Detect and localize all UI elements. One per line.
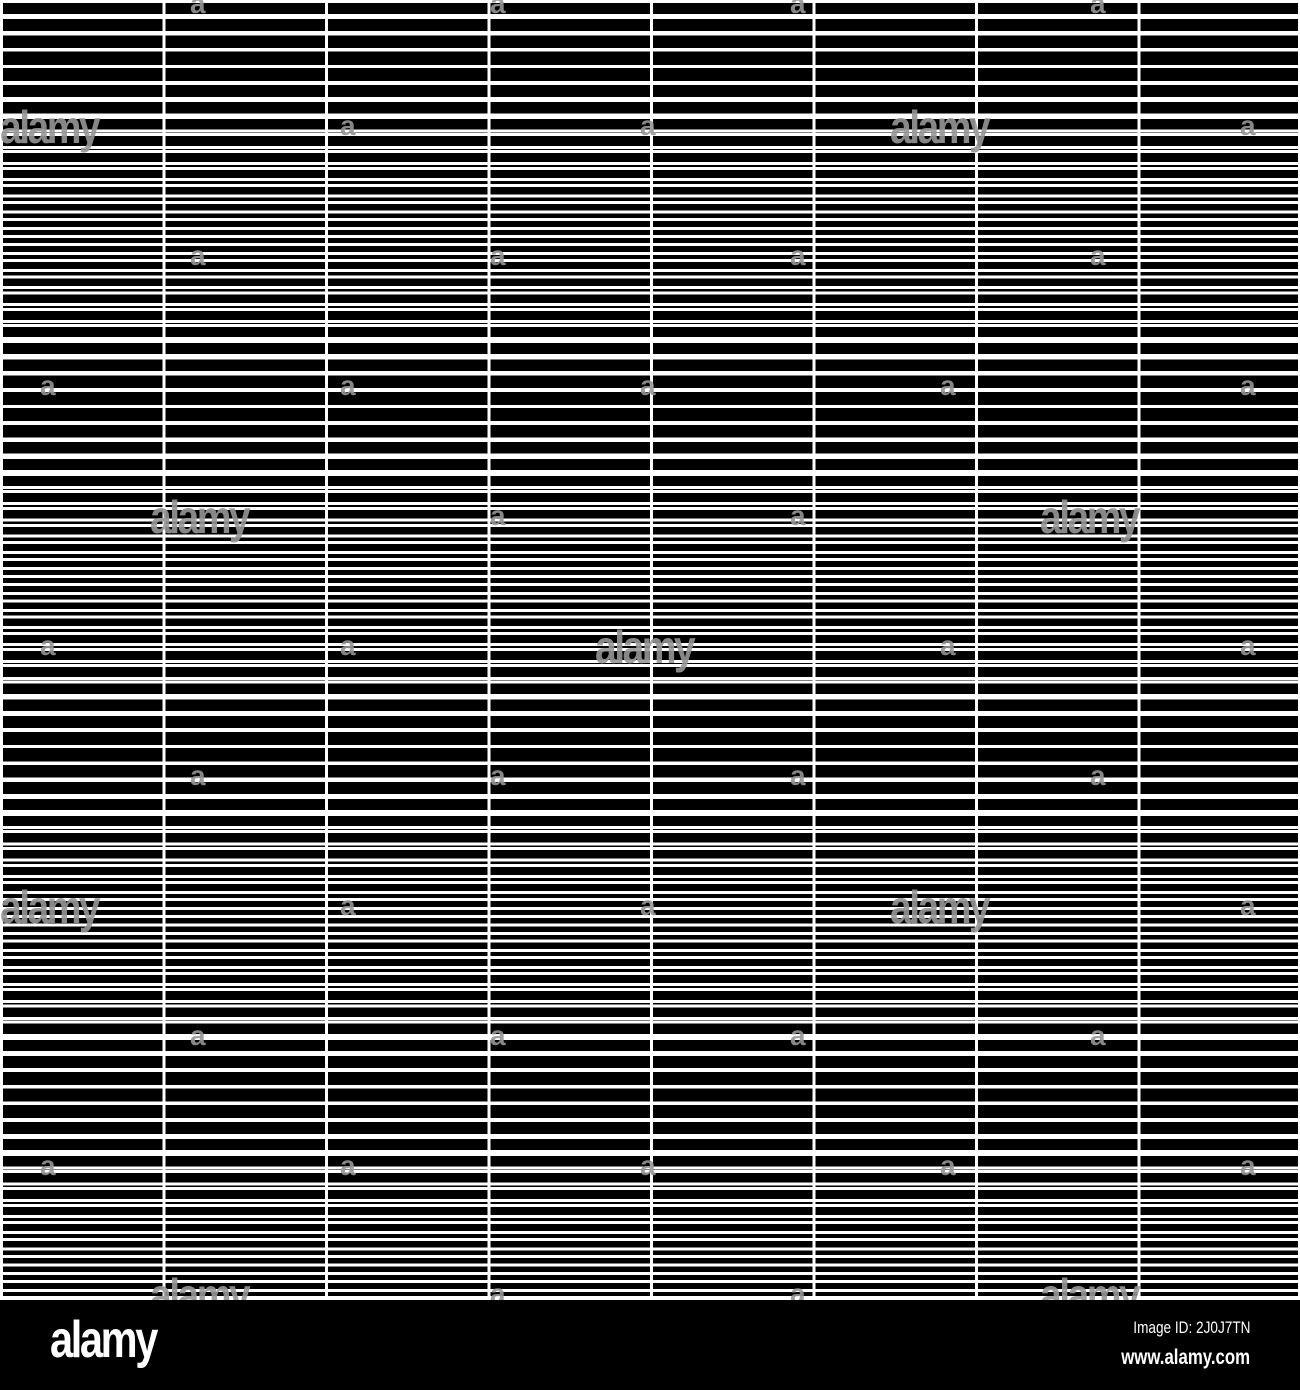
watermark-mark: a [40, 630, 56, 661]
watermark-mark: a [940, 1150, 956, 1181]
watermark-mark: a [40, 370, 56, 401]
pattern-border [0, 0, 1300, 1300]
watermark: alamy [890, 881, 991, 933]
watermark-mark: a [1090, 240, 1106, 271]
watermark-mark: a [790, 0, 806, 19]
watermark: alamy [0, 881, 101, 933]
watermark-mark: a [190, 760, 206, 791]
watermark-mark: a [790, 500, 806, 531]
watermark: alamy [0, 101, 101, 153]
grid-pattern: alamy alamy alamy alamy alamy alamy alamy alamy… [0, 0, 1300, 1321]
watermark-mark: a [340, 1150, 356, 1181]
alamy-logo: alamy [50, 1311, 158, 1369]
watermark-mark: a [190, 1020, 206, 1051]
watermark-mark: a [940, 630, 956, 661]
watermark-mark: a [490, 1020, 506, 1051]
watermark: alamy [1040, 491, 1141, 543]
watermark-mark: a [640, 110, 656, 141]
watermark-mark: a [1240, 630, 1256, 661]
watermark-mark: a [340, 890, 356, 921]
watermark-mark: a [640, 890, 656, 921]
watermark-mark: a [190, 0, 206, 19]
watermark-mark: a [1240, 110, 1256, 141]
watermark: alamy [890, 101, 991, 153]
watermark: alamy [595, 621, 696, 673]
watermark-mark: a [1090, 760, 1106, 791]
watermark-mark: a [1090, 0, 1106, 19]
watermark-mark: a [190, 240, 206, 271]
watermark-mark: a [1090, 1020, 1106, 1051]
watermark-mark: a [1240, 1150, 1256, 1181]
watermark-mark: a [340, 370, 356, 401]
watermark-mark: a [640, 370, 656, 401]
watermark-mark: a [790, 760, 806, 791]
watermark-mark: a [790, 1020, 806, 1051]
website-link: www.alamy.com [1121, 1346, 1250, 1369]
watermark-mark: a [1240, 370, 1256, 401]
watermark-mark: a [340, 110, 356, 141]
watermark-mark: a [640, 1150, 656, 1181]
vertical-lines [0, 0, 1300, 1300]
image-id: Image ID: 2J0J7TN [1132, 1318, 1250, 1337]
watermark-mark: a [940, 370, 956, 401]
watermark-mark: a [790, 240, 806, 271]
footer-bar: alamy Image ID: 2J0J7TN www.alamy.com [0, 1300, 1300, 1390]
watermark-mark: a [340, 630, 356, 661]
watermark: alamy [150, 491, 251, 543]
watermark-mark: a [40, 1150, 56, 1181]
watermark-mark: a [490, 760, 506, 791]
watermark-mark: a [490, 0, 506, 19]
watermark-mark: a [490, 240, 506, 271]
watermark-mark: a [1240, 890, 1256, 921]
watermark-mark: a [490, 500, 506, 531]
